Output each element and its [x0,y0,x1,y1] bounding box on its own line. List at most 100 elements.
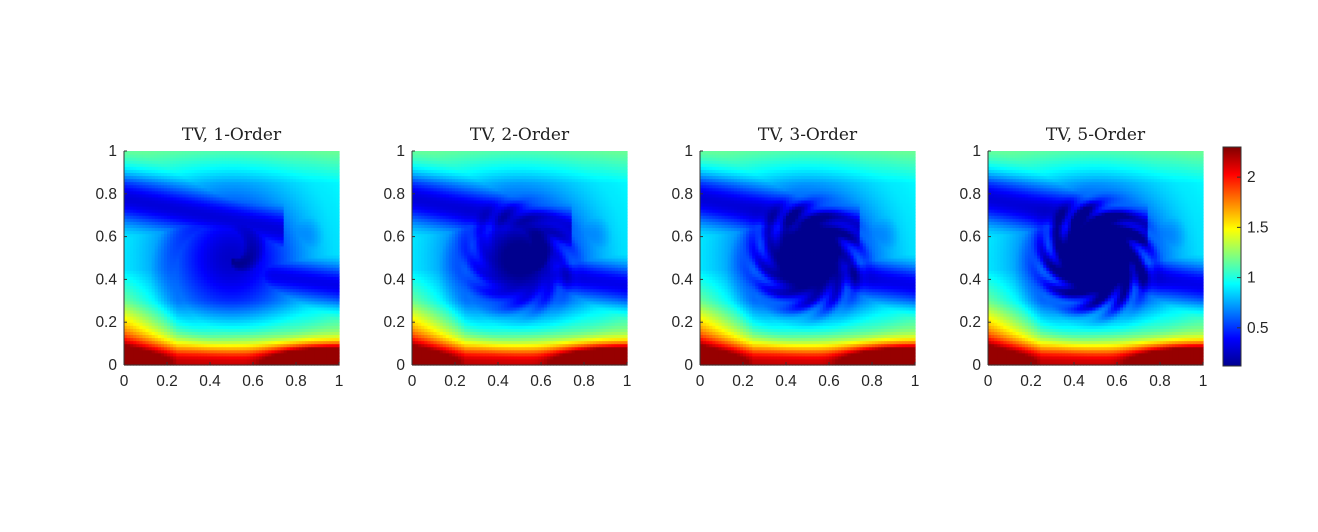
heatmap-cell [136,212,140,216]
heatmap-cell [200,319,205,323]
heatmap-cell [179,181,183,186]
heatmap-cell [274,187,279,192]
heatmap-cell [182,169,187,173]
heatmap-cell [203,196,208,201]
heatmap-cell [157,300,162,305]
heatmap-cell [249,190,254,195]
heatmap-cell [179,175,183,180]
heatmap-cell [262,242,266,247]
heatmap-cell [274,337,279,342]
heatmap-cell [249,352,254,357]
heatmap-cell [219,209,223,213]
heatmap-cell [216,276,220,280]
heatmap-cell [182,199,187,204]
heatmap-cell [311,190,316,195]
heatmap-cell [259,325,263,329]
heatmap-cell [191,297,196,302]
heatmap-cell [311,251,316,256]
heatmap-cell [160,343,165,348]
heatmap-cell [154,361,159,366]
heatmap-cell [222,160,226,164]
heatmap-cell [133,196,137,201]
heatmap-cell [249,316,254,320]
heatmap-cell [323,300,328,305]
heatmap-cell [127,239,131,244]
heatmap-cell [182,178,187,183]
heatmap-cell [154,316,159,320]
heatmap-cell [194,352,199,357]
heatmap-cell [249,334,254,339]
heatmap-cell [311,358,316,363]
heatmap-cell [124,346,128,351]
heatmap-cell [210,313,214,317]
heatmap-cell [249,273,254,277]
heatmap-cell [314,160,319,164]
heatmap-cell [188,294,193,299]
heatmap-cell [124,212,128,216]
heatmap-cell [268,190,273,195]
heatmap-cell [219,160,223,164]
heatmap-cell [302,209,306,213]
heatmap-cell [280,206,285,210]
heatmap-cell [283,221,288,225]
heatmap-cell [191,248,196,253]
heatmap-cell [154,190,159,195]
heatmap-cell [253,316,257,320]
heatmap-cell [311,215,316,219]
heatmap-cell [179,172,183,177]
heatmap-cell [271,322,276,326]
heatmap-cell [154,251,159,256]
heatmap-cell [234,297,239,302]
heatmap-cell [151,267,156,271]
heatmap-cell [308,316,312,320]
heatmap-cell [170,309,174,314]
heatmap-cell [292,297,297,302]
heatmap-cell [259,245,263,250]
heatmap-cell [203,233,208,238]
heatmap-cell [305,178,309,183]
heatmap-cell [197,172,202,177]
heatmap-cell [203,151,208,155]
heatmap-cell [200,285,205,290]
heatmap-cell [176,199,180,204]
heatmap-cell [182,300,187,305]
heatmap-cell [249,303,254,308]
heatmap-cell [170,303,174,308]
heatmap-cell [173,239,177,244]
heatmap-cell [289,184,294,189]
heatmap-cell [194,361,199,366]
heatmap-cell [225,264,230,268]
heatmap-cell [259,178,263,183]
heatmap-cell [206,254,211,259]
heatmap-cell [139,343,144,348]
heatmap-cell [292,157,297,161]
heatmap-cell [280,264,285,268]
heatmap-cell [286,169,291,173]
heatmap-cell [179,355,183,360]
heatmap-cell [265,337,269,342]
heatmap-cell [194,218,199,222]
heatmap-cell [216,361,220,366]
heatmap-cell [173,279,177,284]
heatmap-cell [265,303,269,308]
heatmap-cell [302,193,306,198]
heatmap-cell [277,279,282,284]
heatmap-cell [271,355,276,360]
heatmap-cell [234,273,239,277]
heatmap-cell [124,196,128,201]
heatmap-cell [133,258,137,262]
heatmap-cell [139,337,144,342]
heatmap-cell [265,258,269,262]
heatmap-cell [262,331,266,336]
heatmap-cell [222,218,226,222]
heatmap-cell [302,154,306,158]
heatmap-cell [228,178,233,183]
heatmap-cell [292,212,297,216]
heatmap-cell [216,233,220,238]
heatmap-cell [136,282,140,287]
heatmap-cell [136,303,140,308]
heatmap-cell [200,196,205,201]
heatmap-cell [299,355,303,360]
heatmap-cell [179,325,183,329]
